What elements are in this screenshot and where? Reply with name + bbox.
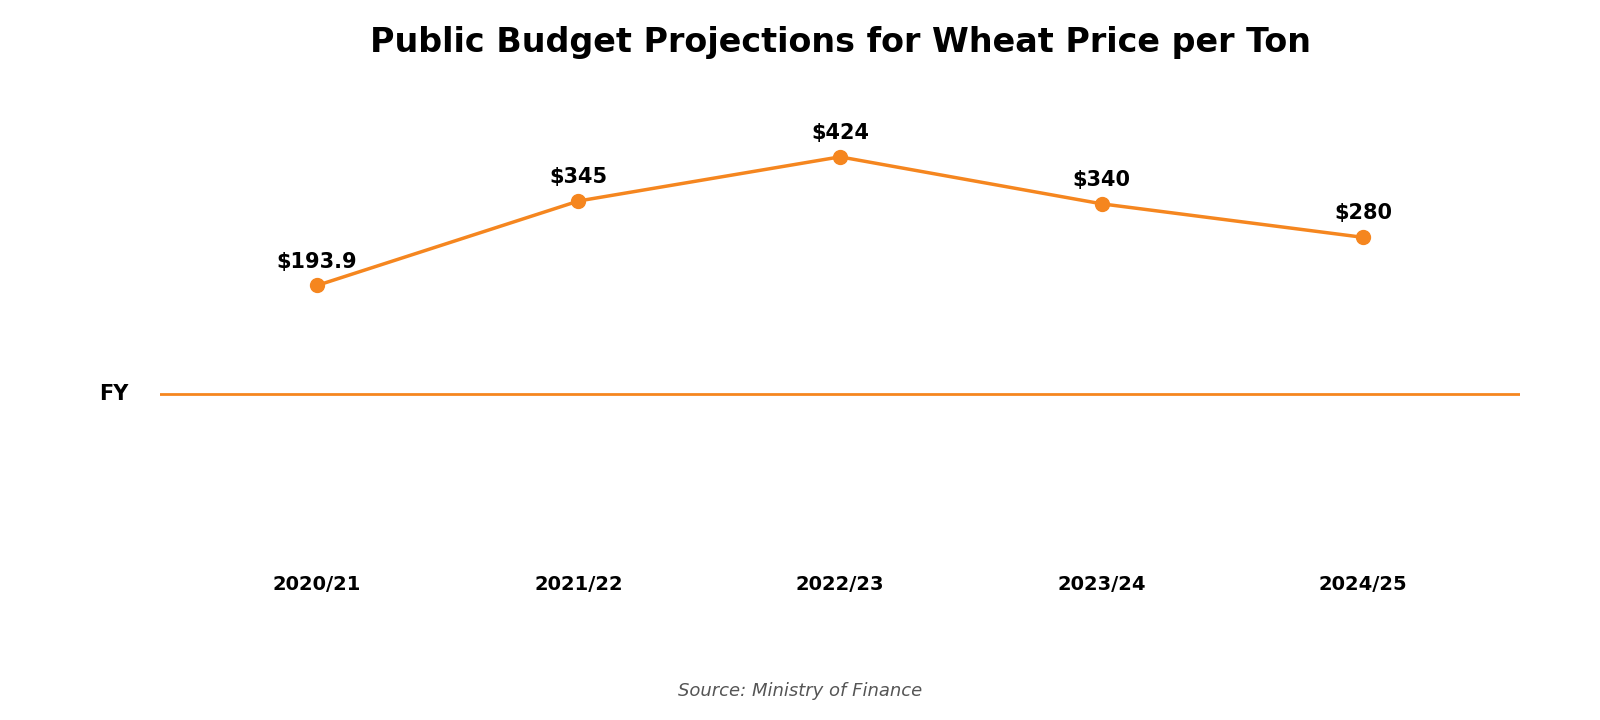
Text: $280: $280 [1334, 203, 1392, 223]
Text: $345: $345 [549, 167, 608, 187]
Text: $340: $340 [1072, 170, 1131, 190]
Text: Source: Ministry of Finance: Source: Ministry of Finance [678, 683, 922, 700]
Title: Public Budget Projections for Wheat Price per Ton: Public Budget Projections for Wheat Pric… [370, 26, 1310, 58]
Text: $193.9: $193.9 [277, 251, 357, 271]
Text: $424: $424 [811, 123, 869, 143]
Text: FY: FY [99, 384, 128, 404]
